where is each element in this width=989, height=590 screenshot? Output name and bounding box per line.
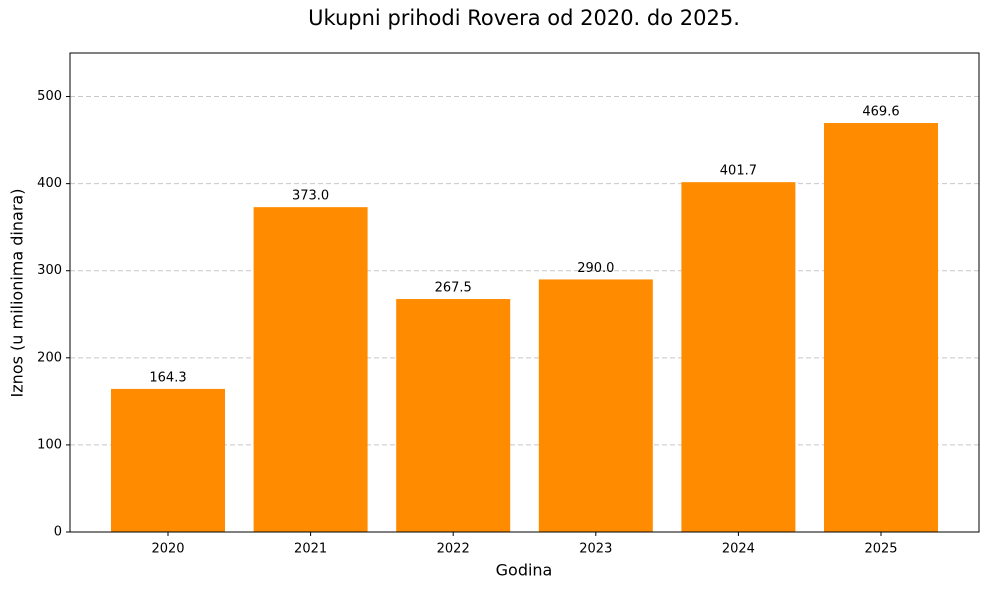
bar: [538, 279, 653, 532]
y-tick-label: 300: [37, 263, 62, 278]
x-tick-label: 2022: [437, 542, 470, 557]
data-label: 267.5: [435, 281, 472, 296]
data-label: 290.0: [577, 261, 614, 276]
y-tick-label: 100: [37, 437, 62, 452]
x-tick-label: 2021: [294, 542, 327, 557]
bar: [111, 388, 225, 532]
x-tick-label: 2020: [151, 542, 184, 557]
x-tick-label: 2023: [579, 542, 612, 557]
bar: [253, 207, 368, 532]
x-axis-label: Godina: [496, 561, 553, 580]
y-tick-label: 0: [54, 525, 62, 540]
y-tick-label: 400: [37, 176, 62, 191]
y-axis-label: Iznos (u milionima dinara): [8, 189, 27, 398]
chart-title: Ukupni prihodi Rovera od 2020. do 2025.: [308, 6, 740, 30]
bar: [824, 123, 938, 532]
bar: [681, 182, 796, 532]
plot-frame: [69, 52, 980, 533]
y-tick-label: 200: [37, 350, 62, 365]
data-label: 373.0: [292, 189, 329, 204]
y-tick-label: 500: [37, 89, 62, 104]
x-tick-label: 2024: [722, 542, 755, 557]
data-label: 164.3: [149, 370, 186, 385]
data-label: 469.6: [862, 105, 899, 120]
x-tick-label: 2025: [864, 542, 897, 557]
data-label: 401.7: [720, 164, 757, 179]
bar: [396, 299, 511, 532]
